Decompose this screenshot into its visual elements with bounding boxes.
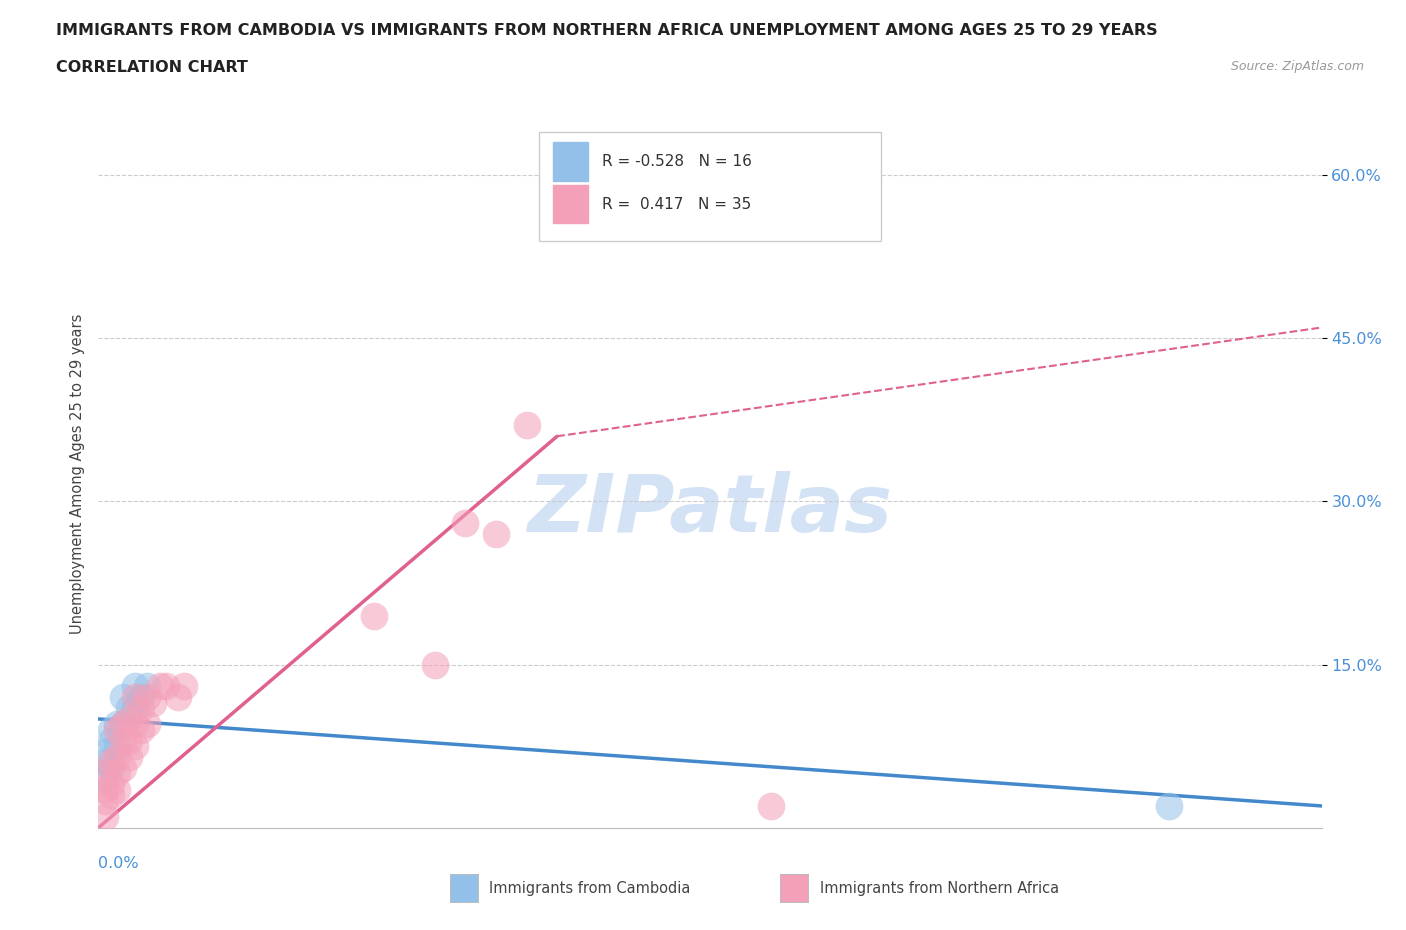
Point (93, 793, 115, 808)
Text: R = -0.528   N = 16: R = -0.528 N = 16 (602, 154, 752, 169)
Point (93, 744, 115, 759)
Point (111, 717, 134, 732)
Text: 0.0%: 0.0% (98, 856, 139, 871)
Point (100, 777, 122, 791)
Point (111, 690, 134, 705)
Point (129, 723, 152, 737)
Text: Immigrants from Cambodia: Immigrants from Cambodia (489, 881, 690, 896)
Point (93, 809, 115, 824)
Point (118, 733, 141, 748)
Point (93, 766, 115, 781)
Point (105, 723, 128, 737)
Text: IMMIGRANTS FROM CAMBODIA VS IMMIGRANTS FROM NORTHERN AFRICA UNEMPLOYMENT AMONG A: IMMIGRANTS FROM CAMBODIA VS IMMIGRANTS F… (56, 23, 1159, 38)
Point (124, 700, 146, 715)
Point (423, 658, 446, 672)
Point (100, 733, 122, 748)
Point (93, 782, 115, 797)
Text: Source: ZipAtlas.com: Source: ZipAtlas.com (1230, 60, 1364, 73)
Point (93, 755, 115, 770)
Y-axis label: Unemployment Among Ages 25 to 29 years: Unemployment Among Ages 25 to 29 years (69, 314, 84, 634)
Point (105, 750, 128, 764)
Point (118, 711, 141, 726)
Point (100, 788, 122, 803)
Point (124, 679, 146, 694)
Point (485, 526, 508, 541)
Point (136, 717, 159, 732)
Point (124, 690, 146, 705)
Point (105, 782, 128, 797)
Point (118, 750, 141, 764)
Point (129, 700, 152, 715)
Point (516, 418, 538, 432)
Point (100, 755, 122, 770)
Point (1157, 799, 1180, 814)
Bar (554, 184, 588, 223)
Point (759, 799, 782, 814)
Point (129, 690, 152, 705)
Point (100, 723, 122, 737)
Point (105, 766, 128, 781)
Point (173, 679, 195, 694)
Point (111, 761, 134, 776)
Point (149, 679, 172, 694)
Point (100, 761, 122, 776)
Point (124, 738, 146, 753)
Point (136, 679, 159, 694)
Point (454, 516, 477, 531)
Text: R =  0.417   N = 35: R = 0.417 N = 35 (602, 197, 752, 212)
Point (111, 717, 134, 732)
Point (142, 696, 165, 711)
Point (118, 700, 141, 715)
Point (167, 690, 190, 705)
FancyBboxPatch shape (538, 131, 882, 241)
Point (136, 690, 159, 705)
Point (105, 717, 128, 732)
Bar (554, 142, 588, 181)
Point (111, 733, 134, 748)
Text: ZIPatlas: ZIPatlas (527, 471, 893, 549)
Point (93, 771, 115, 786)
Point (155, 679, 177, 694)
Text: CORRELATION CHART: CORRELATION CHART (56, 60, 247, 75)
Point (105, 738, 128, 753)
Point (124, 717, 146, 732)
Point (363, 608, 385, 623)
Text: Immigrants from Northern Africa: Immigrants from Northern Africa (820, 881, 1059, 896)
